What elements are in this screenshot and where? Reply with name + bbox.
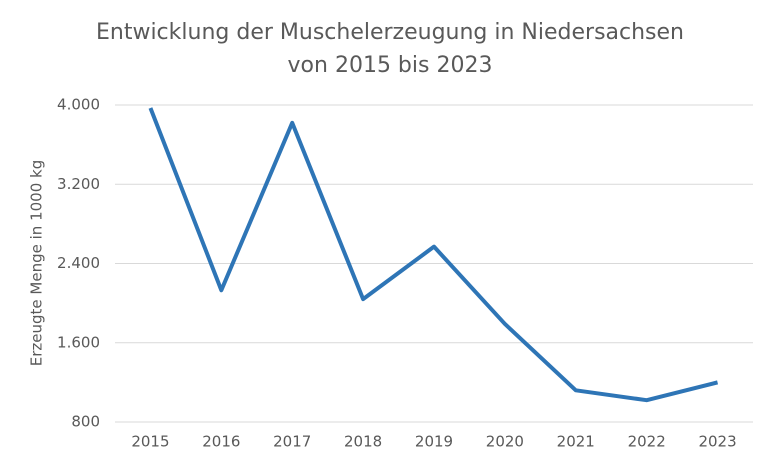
x-tick-label: 2022 <box>628 433 666 451</box>
x-tick-label: 2019 <box>415 433 453 451</box>
x-tick-label: 2016 <box>202 433 240 451</box>
x-tick-label: 2015 <box>131 433 169 451</box>
x-tick-label: 2017 <box>273 433 311 451</box>
x-tick-label: 2021 <box>557 433 595 451</box>
chart-title: von 2015 bis 2023 <box>288 53 493 78</box>
chart-title: Entwicklung der Muschelerzeugung in Nied… <box>96 20 684 45</box>
x-tick-label: 2018 <box>344 433 382 451</box>
y-tick-label: 1.600 <box>57 333 100 351</box>
data-line <box>148 107 719 403</box>
x-tick-label: 2023 <box>698 433 736 451</box>
y-tick-label: 800 <box>71 413 100 431</box>
y-axis-label: Erzeugte Menge in 1000 kg <box>28 160 46 366</box>
y-tick-label: 4.000 <box>57 96 100 114</box>
y-tick-label: 2.400 <box>57 254 100 272</box>
y-tick-label: 3.200 <box>57 175 100 193</box>
x-tick-label: 2020 <box>486 433 524 451</box>
